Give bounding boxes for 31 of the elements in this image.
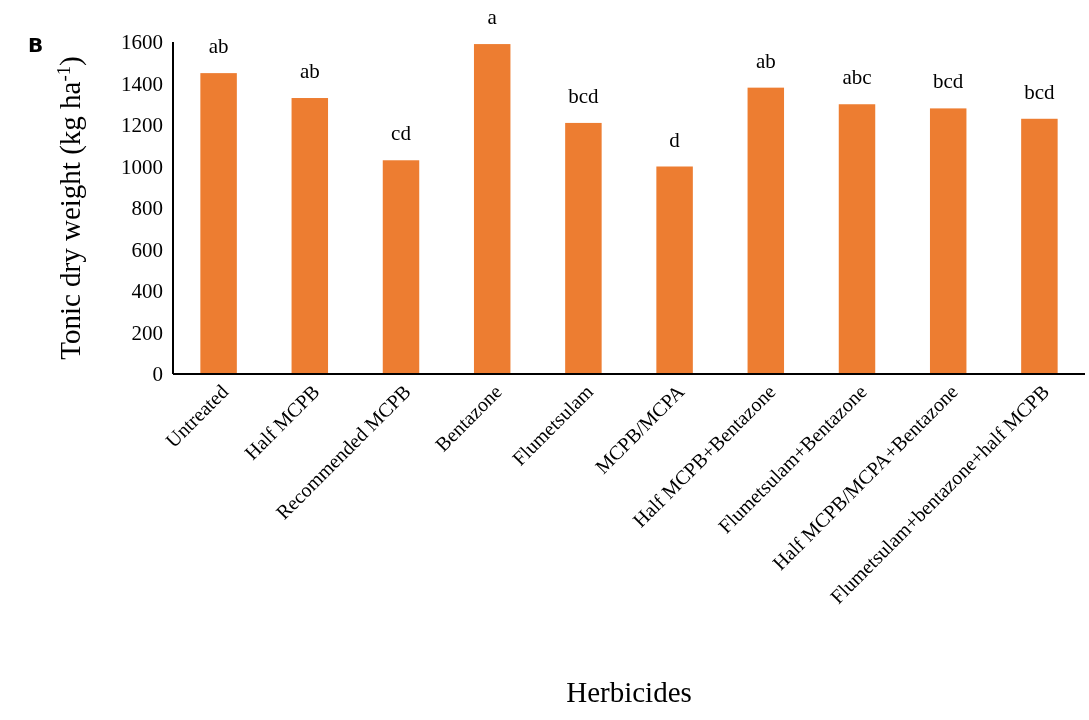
- bar: [838, 104, 876, 374]
- y-tick-label: 1600: [121, 30, 163, 54]
- annotation: d: [669, 127, 681, 152]
- bar: [382, 160, 420, 374]
- y-tick-label: 1200: [121, 113, 163, 137]
- y-tick-label: 1400: [121, 71, 163, 96]
- y-tick-label: 400: [131, 279, 163, 303]
- bar: [565, 122, 602, 374]
- annotation: bcd: [1024, 79, 1056, 104]
- bar: [929, 108, 967, 374]
- bar: [291, 98, 329, 374]
- bar: [656, 166, 693, 374]
- y-tick-label: 800: [131, 196, 163, 220]
- annotation: ab: [299, 59, 320, 84]
- annotation: cd: [391, 121, 412, 146]
- x-axis-title: Herbicides: [566, 676, 692, 708]
- bar: [1021, 118, 1058, 374]
- y-tick-label: 0: [152, 362, 163, 386]
- annotation: bcd: [933, 69, 964, 94]
- text: B: [28, 33, 44, 57]
- bar: [200, 73, 237, 374]
- bar: [747, 87, 785, 374]
- annotation: a: [487, 5, 498, 30]
- y-tick-label: 600: [131, 237, 163, 262]
- annotation: ab: [755, 48, 776, 73]
- annotation: ab: [208, 34, 229, 59]
- annotation: abc: [842, 65, 872, 90]
- y-tick-label: 200: [131, 320, 163, 345]
- bar: [473, 44, 511, 374]
- y-tick-label: 1000: [121, 154, 163, 179]
- annotation: bcd: [568, 83, 600, 108]
